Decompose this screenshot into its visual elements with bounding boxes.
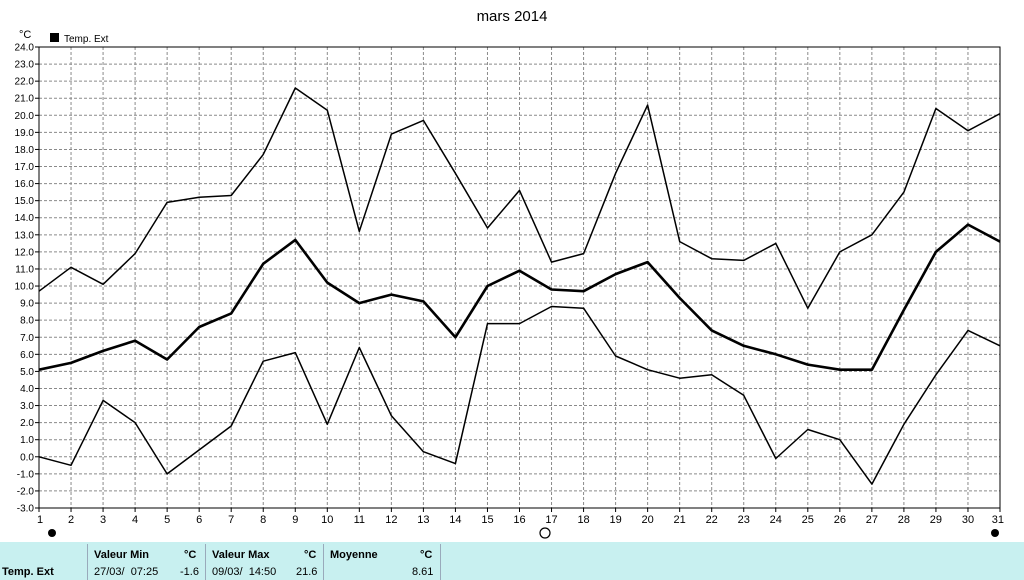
x-tick-label: 27 — [866, 514, 878, 526]
y-tick-label: 14.0 — [15, 213, 35, 224]
y-axis-unit: °C — [19, 29, 31, 41]
x-tick-label: 17 — [545, 514, 557, 526]
series-line-mean — [38, 223, 1001, 371]
y-tick-label: 13.0 — [15, 230, 35, 241]
y-tick-label: 10.0 — [15, 282, 35, 293]
x-tick-label: 7 — [228, 514, 234, 526]
x-tick-label: 13 — [417, 514, 429, 526]
mean-value: 8.61 — [412, 566, 434, 578]
y-tick-label: 17.0 — [15, 162, 35, 173]
y-tick-label: 11.0 — [15, 264, 34, 275]
divider — [205, 544, 206, 580]
x-tick-label: 5 — [164, 514, 170, 526]
divider — [87, 544, 88, 580]
y-tick-label: 2.0 — [20, 418, 34, 429]
x-tick-label: 24 — [770, 514, 782, 526]
mean-unit: °C — [420, 549, 433, 561]
y-tick-label: 5.0 — [20, 367, 34, 378]
y-tick-label: 3.0 — [20, 401, 34, 412]
grid — [38, 46, 1001, 509]
y-tick-label: -2.0 — [17, 486, 35, 497]
y-tick-label: 18.0 — [15, 145, 35, 156]
x-tick-label: 29 — [930, 514, 942, 526]
y-tick-label: 23.0 — [15, 60, 35, 71]
min-date: 27/03/ 07:25 — [94, 566, 159, 578]
y-tick-label: 4.0 — [20, 384, 34, 395]
x-tick-label: 1 — [37, 514, 43, 526]
series-lines — [38, 87, 1001, 485]
end-marker-icon[interactable] — [991, 529, 999, 537]
x-tick-label: 11 — [354, 514, 365, 526]
x-tick-label: 18 — [577, 514, 589, 526]
y-tick-label: 9.0 — [20, 299, 34, 310]
scroll-markers — [48, 527, 999, 539]
x-tick-label: 12 — [385, 514, 397, 526]
mean-header: Moyenne — [330, 549, 378, 561]
max-value: 21.6 — [296, 566, 318, 578]
y-tick-label: 6.0 — [20, 350, 34, 361]
x-tick-label: 21 — [674, 514, 686, 526]
y-axis: 24.0 23.0 22.0 21.0 20.0 19.0 18.0 17.0 16.0 15.0… — [15, 43, 39, 515]
series-line-max — [38, 87, 1001, 309]
divider — [440, 544, 441, 580]
x-tick-label: 23 — [738, 514, 750, 526]
series-line-min — [38, 305, 1001, 485]
x-tick-label: 2 — [68, 514, 74, 526]
y-tick-label: 24.0 — [15, 43, 35, 54]
y-tick-label: 1.0 — [20, 435, 34, 446]
start-marker-icon[interactable] — [48, 529, 56, 537]
x-tick-label: 3 — [100, 514, 106, 526]
max-header: Valeur Max — [212, 549, 270, 561]
x-tick-label: 16 — [513, 514, 525, 526]
y-tick-label: 8.0 — [20, 316, 34, 327]
x-tick-label: 4 — [132, 514, 138, 526]
max-unit: °C — [304, 549, 317, 561]
x-tick-label: 22 — [706, 514, 718, 526]
x-tick-label: 14 — [449, 514, 461, 526]
legend-label: Temp. Ext — [64, 34, 109, 45]
min-header: Valeur Min — [94, 549, 150, 561]
x-tick-label: 28 — [898, 514, 910, 526]
x-axis: 1 2 3 4 5 6 7 8 9 10 11 12 13 14 15 16 17 18 19 20 21 22 23 24 2… — [37, 508, 1004, 526]
y-tick-label: 0.0 — [20, 452, 34, 463]
x-tick-label: 20 — [642, 514, 654, 526]
min-unit: °C — [184, 549, 197, 561]
x-tick-label: 8 — [260, 514, 266, 526]
divider — [323, 544, 324, 580]
x-tick-label: 6 — [196, 514, 202, 526]
legend-swatch — [50, 33, 59, 42]
statistics-panel: Temp. Ext Valeur Min °C 27/03/ 07:25 -1.… — [0, 542, 1024, 580]
temperature-chart: mars 2014 °C Temp. Ext 24.023.022.021.02… — [15, 8, 1004, 539]
x-tick-label: 31 — [992, 514, 1004, 526]
mid-marker-icon[interactable] — [539, 527, 551, 539]
y-tick-label: 20.0 — [15, 111, 35, 122]
max-date: 09/03/ 14:50 — [212, 566, 277, 578]
min-value: -1.6 — [180, 566, 199, 578]
x-tick-label: 15 — [481, 514, 493, 526]
x-tick-label: 30 — [962, 514, 974, 526]
y-tick-label: 22.0 — [15, 77, 35, 88]
x-tick-label: 10 — [321, 514, 333, 526]
x-tick-label: 9 — [292, 514, 298, 526]
y-tick-label: 21.0 — [15, 94, 35, 105]
x-tick-label: 25 — [802, 514, 814, 526]
y-tick-label: 7.0 — [20, 333, 34, 344]
y-tick-label: 15.0 — [15, 196, 35, 207]
chart-title: mars 2014 — [477, 8, 548, 25]
y-tick-label: -1.0 — [17, 469, 35, 480]
y-tick-label: 12.0 — [15, 247, 35, 258]
x-tick-label: 26 — [834, 514, 846, 526]
x-tick-label: 19 — [609, 514, 621, 526]
y-tick-label: 19.0 — [15, 128, 35, 139]
y-tick-label: 16.0 — [15, 179, 35, 190]
y-tick-label: -3.0 — [17, 504, 35, 515]
stats-row-label: Temp. Ext — [2, 566, 54, 578]
